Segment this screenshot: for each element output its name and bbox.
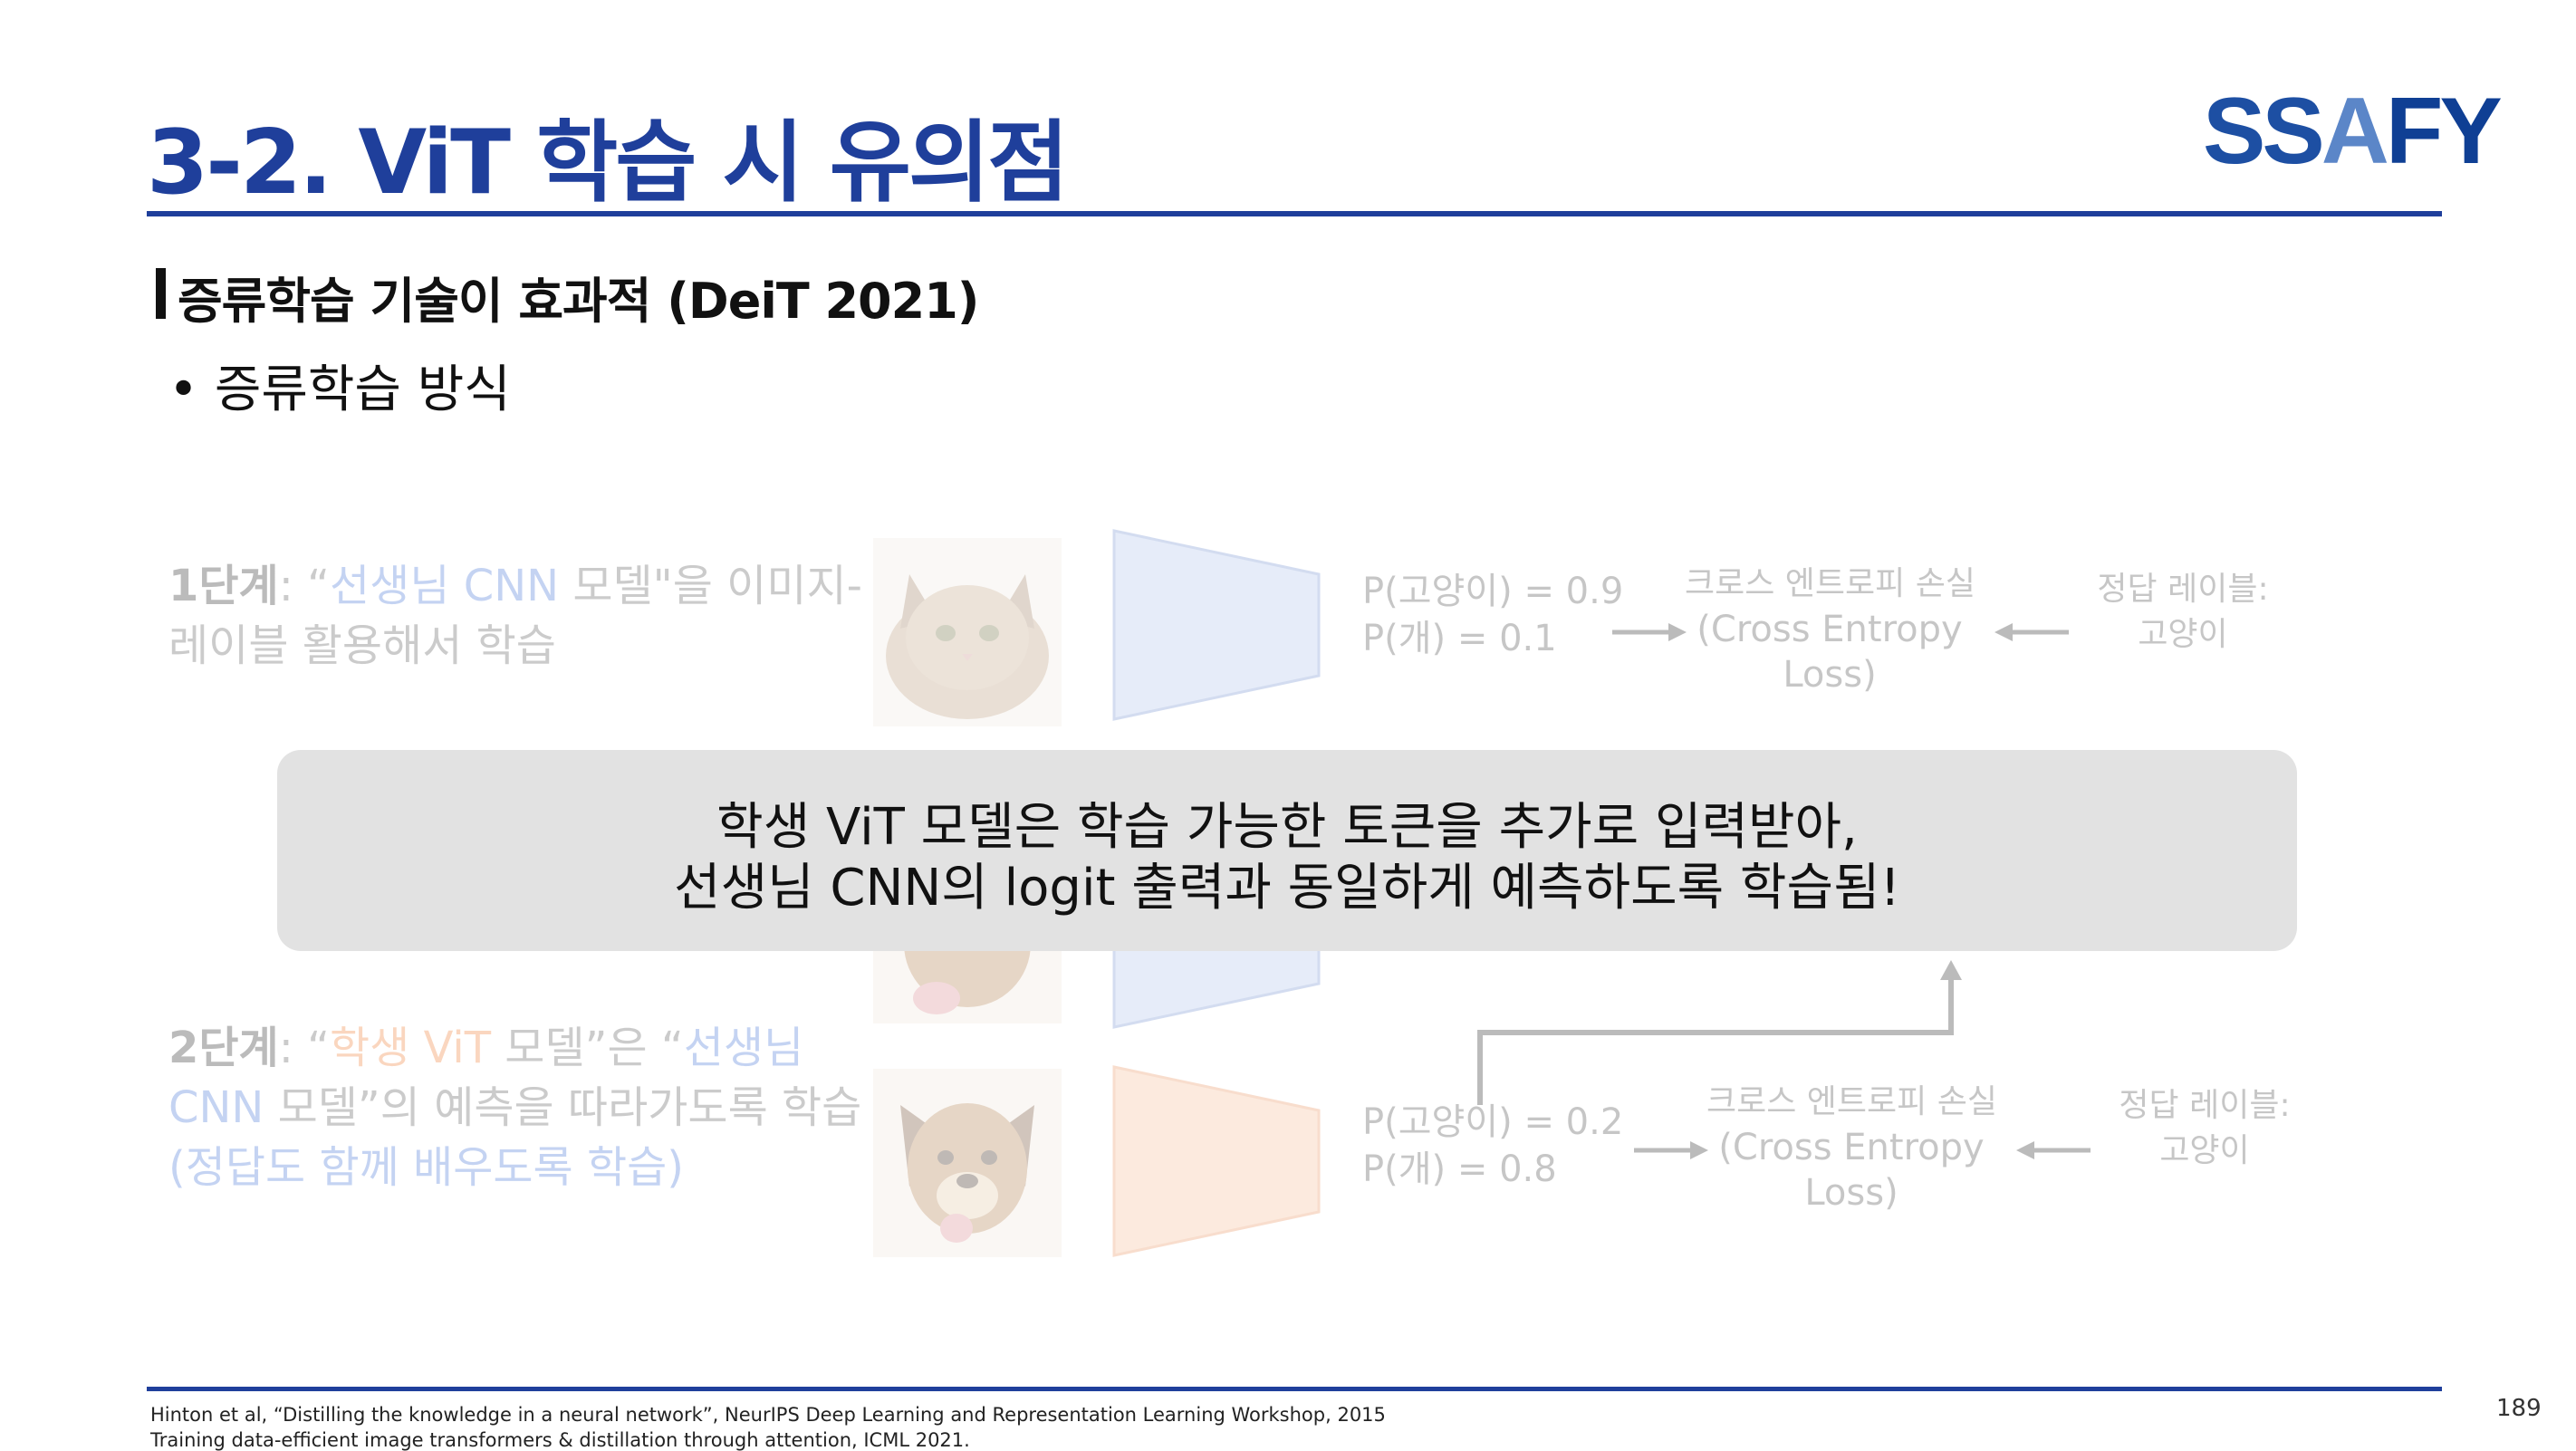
step2-bold: 2단계 — [168, 1023, 279, 1073]
step2-line3: (정답도 함께 배우도록 학습) — [168, 1142, 684, 1193]
arrow-left-icon — [1994, 623, 2069, 641]
page-title: 3-2. ViT 학습 시 유의점 — [147, 111, 1069, 215]
section-heading: 증류학습 기술이 효과적 (DeiT 2021) — [178, 273, 979, 330]
step1-prob-dog: P(개) = 0.1 — [1362, 618, 1557, 659]
step2-label-value: 고양이 — [2159, 1132, 2250, 1169]
step1-line2: 레이블 활용해서 학습 — [168, 620, 556, 671]
bullet-item: • 증류학습 방식 — [168, 360, 511, 419]
logo-text-left: SS — [2203, 79, 2325, 184]
step1-rest: 모델"을 이미지- — [559, 561, 862, 611]
callout-line2: 선생님 CNN의 logit 출력과 동일하게 예측하도록 학습됨! — [674, 859, 1900, 918]
step2-prob-dog: P(개) = 0.8 — [1362, 1148, 1557, 1190]
step1-bold: 1단계 — [168, 561, 279, 611]
step1-loss-ko: 크로스 엔트로피 손실 — [1685, 565, 1975, 602]
reference-2: Training data-efficient image transforme… — [150, 1429, 970, 1451]
step2-line2: CNN 모델”의 예측을 따라가도록 학습 — [168, 1078, 861, 1138]
step1-label-value: 고양이 — [2138, 616, 2228, 653]
step2-label-title: 정답 레이블: — [2119, 1087, 2291, 1124]
step1-loss-en2: Loss) — [1783, 654, 1877, 696]
step2-teacher-highlight-1: 선생님 — [683, 1023, 804, 1073]
page-number: 189 — [2496, 1395, 2542, 1422]
arrow-right-icon-step2 — [1634, 1141, 1708, 1159]
step2-prob-cat: P(고양이) = 0.2 — [1362, 1101, 1624, 1143]
step2-loss-ko: 크로스 엔트로피 손실 — [1706, 1083, 1997, 1120]
step2-sep: : “ — [278, 1023, 331, 1073]
arrow-left-icon-step2 — [2016, 1141, 2091, 1159]
step1-label: 정답 레이블: 고양이 — [2065, 567, 2301, 658]
reference-1: Hinton et al, “Distilling the knowledge … — [150, 1404, 1386, 1426]
header-divider — [147, 211, 2442, 216]
step2-line1: 2단계: “학생 ViT 모델”은 “선생님 — [168, 1018, 861, 1078]
footer-divider — [147, 1387, 2442, 1391]
logo-text-right: FY — [2385, 79, 2503, 184]
step1-line1: 1단계: “선생님 CNN 모델"을 이미지- — [168, 556, 862, 616]
logo-text-middle: A — [2321, 79, 2389, 184]
cat-photo — [873, 538, 1062, 726]
step1-prob-cat: P(고양이) = 0.9 — [1362, 571, 1624, 612]
step1-sep: : “ — [278, 561, 331, 611]
step1-description: 1단계: “선생님 CNN 모델"을 이미지- 레이블 활용해서 학습 — [168, 556, 862, 676]
step2-student-highlight: 학생 ViT — [330, 1023, 492, 1073]
callout-box — [277, 750, 2297, 951]
teacher-cnn-trapezoid — [1112, 529, 1321, 721]
student-vit-trapezoid — [1112, 1065, 1321, 1257]
step2-mid: 모델”은 “ — [491, 1023, 684, 1073]
step2-loss-en1: (Cross Entropy — [1718, 1127, 1985, 1168]
ssafy-logo: SSAFY — [2203, 78, 2503, 186]
step2-teacher-highlight-2: CNN — [168, 1082, 264, 1133]
step2-description: 2단계: “학생 ViT 모델”은 “선생님 CNN 모델”의 예측을 따라가도… — [168, 1018, 861, 1197]
step1-loss: 크로스 엔트로피 손실 (Cross Entropy Loss) — [1685, 562, 1975, 697]
dog-photo-step2 — [873, 1069, 1062, 1257]
step1-loss-en1: (Cross Entropy — [1697, 609, 1963, 650]
arrow-right-icon — [1612, 623, 1687, 641]
step2-loss: 크로스 엔트로피 손실 (Cross Entropy Loss) — [1706, 1080, 1997, 1216]
section-marker — [156, 268, 166, 319]
step1-teacher-highlight: 선생님 CNN — [330, 561, 560, 611]
step2-loss-en2: Loss) — [1804, 1172, 1898, 1214]
callout-line1: 학생 ViT 모델은 학습 가능한 토큰을 추가로 입력받아, — [716, 798, 1858, 857]
step2-rest: 모델”의 예측을 따라가도록 학습 — [264, 1082, 862, 1133]
step1-label-title: 정답 레이블: — [2097, 571, 2269, 608]
step2-label: 정답 레이블: 고양이 — [2087, 1083, 2322, 1174]
distillation-connector — [1477, 960, 1962, 1105]
